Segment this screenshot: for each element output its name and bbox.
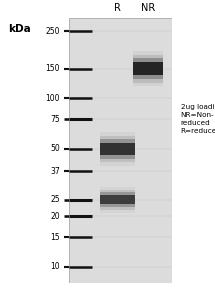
Bar xyxy=(100,187,135,195)
Bar xyxy=(100,190,135,195)
Bar xyxy=(133,58,163,62)
Bar xyxy=(133,51,163,62)
Text: 100: 100 xyxy=(46,94,60,103)
Text: 15: 15 xyxy=(51,233,60,242)
Text: NR: NR xyxy=(141,3,155,13)
Bar xyxy=(133,62,163,75)
Bar xyxy=(133,75,163,79)
Bar xyxy=(100,204,135,213)
Text: 20: 20 xyxy=(51,212,60,221)
Bar xyxy=(100,155,135,162)
Bar xyxy=(100,204,135,207)
Text: kDa: kDa xyxy=(9,24,31,34)
Bar xyxy=(100,143,135,155)
Bar xyxy=(100,155,135,166)
Bar xyxy=(100,132,135,143)
Text: 37: 37 xyxy=(51,167,60,176)
Text: 10: 10 xyxy=(51,262,60,271)
Text: 50: 50 xyxy=(51,145,60,153)
Bar xyxy=(100,136,135,143)
Text: 25: 25 xyxy=(51,195,60,204)
Bar xyxy=(100,195,135,204)
Text: 150: 150 xyxy=(46,64,60,73)
Bar xyxy=(100,192,135,195)
Bar xyxy=(133,75,163,86)
Text: R: R xyxy=(114,3,121,13)
Bar xyxy=(133,55,163,62)
Text: 2ug loading
NR=Non-
reduced
R=reduced: 2ug loading NR=Non- reduced R=reduced xyxy=(181,104,215,134)
Bar xyxy=(100,204,135,210)
Bar xyxy=(100,139,135,143)
Text: 250: 250 xyxy=(46,27,60,36)
Bar xyxy=(100,155,135,159)
Text: 75: 75 xyxy=(51,115,60,124)
Bar xyxy=(133,75,163,83)
